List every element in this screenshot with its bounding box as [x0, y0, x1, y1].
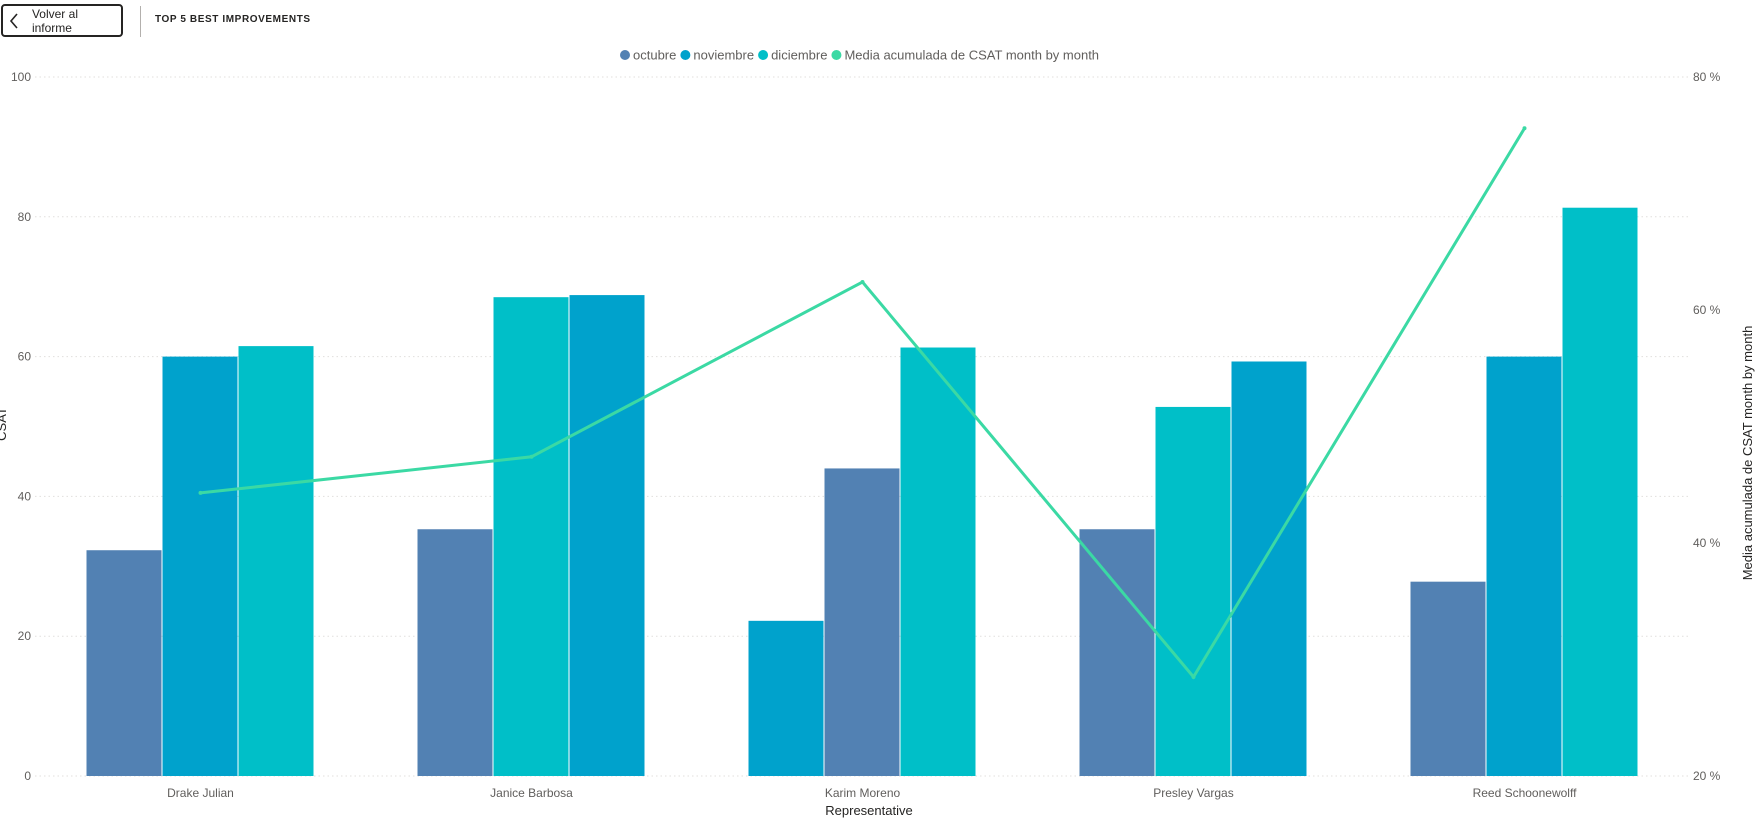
bar-noviembre[interactable]	[162, 356, 238, 776]
y-tick-label: 20	[18, 629, 32, 643]
x-tick-label: Karim Moreno	[825, 786, 901, 800]
line-point[interactable]	[529, 454, 534, 459]
y-axis-ticks: 0 20 40 60 80 100	[11, 70, 31, 783]
bar-diciembre[interactable]	[238, 346, 314, 776]
chevron-left-icon	[9, 12, 23, 29]
legend-label: noviembre	[693, 48, 754, 63]
bar-noviembre[interactable]	[748, 620, 824, 776]
x-tick-label: Presley Vargas	[1153, 786, 1233, 800]
line-point[interactable]	[198, 490, 203, 495]
bar-octubre[interactable]	[824, 468, 900, 776]
x-tick-label: Janice Barbosa	[490, 786, 573, 800]
y-tick-label: 60	[18, 350, 32, 364]
y-axis-label: CSAT	[0, 407, 9, 441]
back-to-report-button[interactable]: Volver al informe	[1, 4, 123, 37]
bar-diciembre[interactable]	[1562, 207, 1638, 776]
y-tick-label: 100	[11, 70, 31, 84]
header-divider	[140, 6, 141, 37]
legend-marker	[620, 50, 630, 60]
bar-octubre[interactable]	[417, 529, 493, 776]
bar-series	[86, 207, 1638, 776]
y2-tick-label: 80 %	[1693, 70, 1721, 84]
legend-label: Media acumulada de CSAT month by month	[844, 48, 1099, 63]
bar-noviembre[interactable]	[1231, 361, 1307, 776]
line-series	[198, 126, 1527, 680]
bar-diciembre[interactable]	[493, 297, 569, 776]
bar-diciembre[interactable]	[900, 347, 976, 776]
y2-axis-ticks: 20 % 40 % 60 % 80 %	[1693, 70, 1721, 783]
x-axis-ticks: Drake Julian Janice Barbosa Karim Moreno Pr…	[167, 786, 1577, 800]
legend-marker	[680, 50, 691, 60]
x-tick-label: Drake Julian	[167, 786, 234, 800]
bar-diciembre[interactable]	[1155, 406, 1231, 776]
combo-chart: octubre noviembre diciembre Media acumulada…	[0, 48, 1755, 819]
bar-octubre[interactable]	[1079, 529, 1155, 776]
x-tick-label: Reed Schoonewolff	[1473, 786, 1578, 800]
y2-tick-label: 60 %	[1693, 303, 1721, 317]
line-point[interactable]	[860, 280, 865, 285]
y-tick-label: 80	[18, 210, 32, 224]
chart-legend: octubre noviembre diciembre Media acumulada…	[620, 48, 1099, 63]
line-point[interactable]	[1522, 126, 1527, 131]
y2-tick-label: 20 %	[1693, 769, 1721, 783]
x-axis-label: Representative	[825, 803, 912, 818]
legend-label: octubre	[633, 48, 676, 63]
legend-marker	[831, 50, 842, 60]
bar-noviembre[interactable]	[1486, 356, 1562, 776]
line-point[interactable]	[1191, 674, 1196, 679]
y-tick-label: 0	[24, 769, 31, 783]
legend-marker	[758, 50, 769, 60]
back-button-label: Volver al informe	[31, 6, 78, 35]
bar-octubre[interactable]	[1410, 581, 1486, 776]
y2-axis-label: Media acumulada de CSAT month by month	[1740, 326, 1755, 581]
legend-label: diciembre	[771, 48, 827, 63]
bar-noviembre[interactable]	[569, 295, 645, 776]
page-title: TOP 5 BEST IMPROVEMENTS	[155, 14, 311, 25]
y2-tick-label: 40 %	[1693, 536, 1721, 550]
y-tick-label: 40	[18, 489, 32, 503]
bar-octubre[interactable]	[86, 550, 162, 776]
